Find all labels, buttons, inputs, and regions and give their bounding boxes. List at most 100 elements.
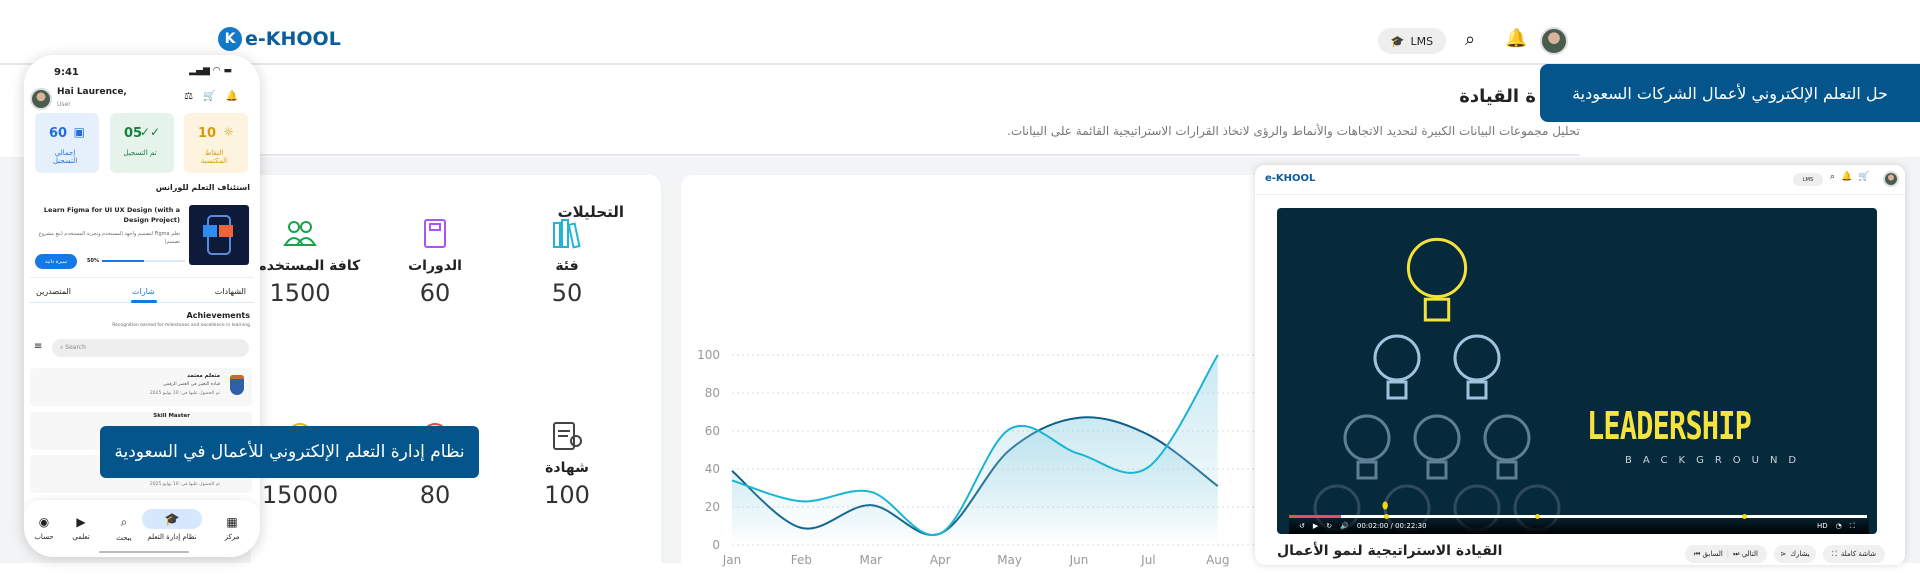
stat-label: تم التسجيل	[123, 149, 157, 157]
lms-button[interactable]: LMS	[1793, 173, 1823, 186]
speed-icon[interactable]: ◔	[1835, 522, 1842, 530]
x-tick-label: Feb	[791, 553, 812, 567]
chapter-marker[interactable]	[1742, 514, 1747, 519]
seek-bar[interactable]: ⬮	[1289, 501, 1867, 519]
next-button[interactable]: التالي ⏭	[1733, 549, 1758, 558]
course-title[interactable]: Learn Figma for UI UX Design (with a Des…	[43, 206, 180, 224]
chapter-marker[interactable]	[1535, 514, 1540, 519]
header-icons[interactable]: ⚖🛒🔔	[184, 91, 248, 102]
chapter-marker[interactable]	[1384, 514, 1389, 519]
player-controls: ↺ ▶ ↻ 🔊 00:02:00 / 00:22:30	[1299, 522, 1427, 530]
users-icon	[230, 215, 370, 253]
player-controls-right: HD ◔ ⛶	[1817, 522, 1855, 531]
bell-icon[interactable]: 🔔	[225, 91, 248, 102]
stat-value: 10	[198, 126, 217, 141]
badge-icon	[230, 375, 244, 395]
resume-button[interactable]: سيرة ذاتية	[35, 254, 77, 269]
resume-title: استئناف التعلم للورانس	[155, 183, 250, 192]
play-icon[interactable]: ▶	[1312, 522, 1319, 530]
tab-leaderboard[interactable]: المتصدرين	[36, 287, 72, 296]
area-series-2	[732, 355, 1218, 545]
stat-label: شهادة	[545, 460, 589, 476]
stat-value: 15000	[261, 481, 339, 509]
stat-value: 05	[124, 126, 143, 141]
lightbulb-icon	[1453, 334, 1501, 400]
grid-icon: ▦	[226, 515, 238, 529]
status-time: 9:41	[54, 67, 79, 78]
certificate-icon	[497, 417, 637, 455]
stat-value: 100	[544, 481, 590, 509]
search-icon[interactable]: ⌕	[1465, 29, 1476, 50]
caption-banner-bottom: نظام إدارة التعلم الإلكتروني للأعمال في …	[100, 426, 479, 478]
lms-button[interactable]: 🎓 LMS	[1378, 28, 1446, 54]
stat-0: فئة 50	[497, 215, 637, 307]
y-tick-label: 40	[705, 462, 720, 476]
chart-card: 0 20 40 60 80 100 Jan Feb Mar Apr May Jun Jul Aug	[681, 175, 1281, 575]
volume-icon[interactable]: 🔊	[1340, 522, 1349, 530]
search-icon[interactable]: ⌕	[1830, 172, 1842, 182]
player-logo[interactable]: e-KHOOL	[1265, 173, 1316, 184]
lightbulbs-illustration	[1313, 237, 1561, 534]
fullscreen-icon[interactable]: ⛶	[1849, 522, 1855, 530]
video-player-window: e-KHOOL LMS ⌕🔔🛒 LEADERSHIP BACKGROUND ⬮ …	[1255, 165, 1905, 565]
location-pin-icon: ⬮	[1382, 501, 1389, 512]
nav-search[interactable]: ⌕ يبحث	[104, 515, 144, 542]
item-title: Skill Master	[153, 413, 190, 419]
user-role: User	[57, 101, 71, 108]
tab-badges[interactable]: شارات	[132, 287, 155, 296]
graduation-cap-icon: 🎓	[1390, 34, 1405, 48]
leaderboard-icon[interactable]: ⚖	[184, 91, 204, 102]
account-icon: ◉	[38, 515, 50, 529]
stat-card-enrolled[interactable]: 05 ✓✓ تم التسجيل	[110, 113, 174, 173]
nav-account[interactable]: ◉ حساب	[24, 515, 64, 541]
stat-card-points[interactable]: 10 ☼ النقاط المكتسبة	[184, 113, 248, 173]
nav-hub[interactable]: ▦ مركز	[212, 515, 252, 541]
item-date: تم الحصول عليها في: 10 يوليو 2025	[149, 482, 220, 487]
filter-icon[interactable]: ≡	[34, 341, 43, 352]
x-tick-label: Jun	[1069, 553, 1089, 567]
divider	[250, 154, 1580, 156]
user-avatar	[30, 88, 52, 110]
x-tick-label: Jan	[722, 553, 742, 567]
book-icon	[365, 215, 505, 253]
rewind-icon[interactable]: ↺	[1299, 522, 1305, 530]
share-button[interactable]: يشارك ⋖	[1774, 545, 1816, 563]
bell-icon[interactable]: 🔔	[1505, 28, 1528, 49]
search-input[interactable]: ⌕ Search	[52, 339, 249, 357]
video-frame[interactable]: LEADERSHIP BACKGROUND ⬮ ↺ ▶ ↻ 🔊 00:02:00 / 0…	[1277, 208, 1877, 534]
stat-label: النقاط المكتسبة	[200, 149, 228, 165]
tab-certificates[interactable]: الشهادات	[214, 287, 246, 296]
page-subtitle: تحليل مجموعات البيانات الكبيرة لتحديد ال…	[1007, 124, 1580, 138]
forward-icon[interactable]: ↻	[1326, 522, 1333, 530]
stat-1: الدورات 60	[365, 215, 505, 307]
item-title: متعلم معتمد	[187, 373, 220, 379]
prev-button[interactable]: السابق ⏮	[1694, 549, 1723, 558]
bell-icon[interactable]: 🔔	[1841, 172, 1859, 182]
greeting: Hai Laurence,	[57, 87, 127, 97]
fullscreen-button[interactable]: شاشة كاملة ⛶	[1823, 545, 1885, 563]
divider	[30, 277, 254, 278]
avatar[interactable]	[1883, 171, 1899, 187]
stat-3: شهادة 100	[497, 417, 637, 509]
x-tick-label: Apr	[930, 553, 951, 567]
nav-my-learning[interactable]: ▶ تعلمي	[61, 515, 101, 541]
quality-button[interactable]: HD	[1817, 522, 1828, 530]
lightbulb-icon	[1483, 414, 1531, 480]
nav-lms[interactable]: 🎓 نظام إدارة التعلم	[142, 509, 202, 541]
controls-shade	[1289, 514, 1869, 534]
stat-label: إجمالي التسجيل	[52, 149, 78, 165]
list-item[interactable]: متعلم معتمد قيادة التغيير في العصر الرقم…	[30, 368, 252, 406]
check-icon: ✓✓	[139, 125, 160, 139]
avatar[interactable]	[1540, 27, 1568, 55]
cart-icon[interactable]: 🛒	[1858, 172, 1876, 182]
video-subtitle-art: BACKGROUND	[1625, 455, 1808, 466]
stat-card-total[interactable]: 60 ▣ إجمالي التسجيل	[35, 113, 99, 173]
cart-icon[interactable]: 🛒	[203, 91, 226, 102]
course-thumbnail[interactable]	[189, 205, 249, 265]
video-title-art: LEADERSHIP	[1587, 404, 1752, 448]
caption-banner-top: حل التعلم الإلكتروني لأعمال الشركات السع…	[1540, 64, 1920, 122]
stat-value: 80	[419, 481, 451, 509]
stat-2: كافة المستخدمين 1500	[230, 215, 370, 307]
achievements-subtitle: Recognition earned for milestones and ex…	[112, 323, 250, 328]
